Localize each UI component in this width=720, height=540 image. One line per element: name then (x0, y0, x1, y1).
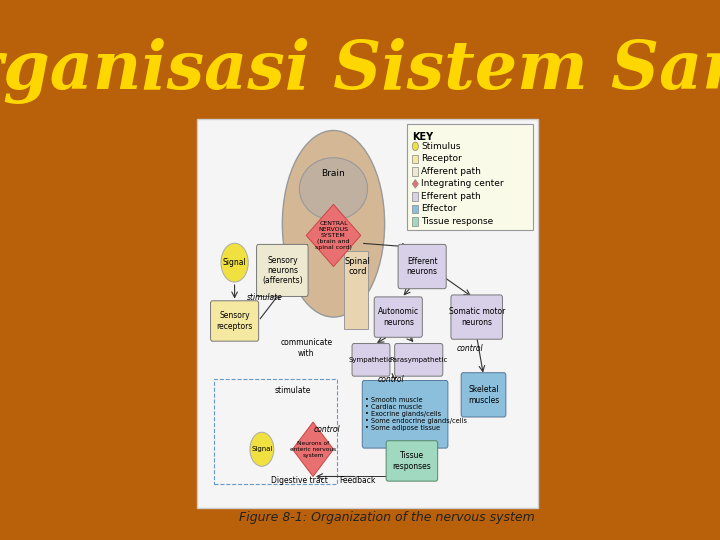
Circle shape (221, 243, 248, 282)
FancyBboxPatch shape (256, 245, 308, 296)
FancyBboxPatch shape (398, 245, 446, 289)
Text: Brain: Brain (322, 168, 346, 178)
FancyBboxPatch shape (451, 295, 503, 339)
FancyBboxPatch shape (352, 343, 390, 376)
Text: Organisasi Sistem Saraf: Organisasi Sistem Saraf (0, 38, 720, 104)
Text: Tissue response: Tissue response (421, 217, 494, 226)
Ellipse shape (300, 158, 368, 220)
FancyBboxPatch shape (413, 167, 418, 176)
Text: communicate
with: communicate with (280, 339, 332, 358)
FancyBboxPatch shape (413, 205, 418, 213)
Text: Sympathetic: Sympathetic (349, 357, 393, 363)
FancyBboxPatch shape (413, 154, 418, 163)
Text: control: control (313, 426, 340, 434)
Text: Somatic motor
neurons: Somatic motor neurons (449, 307, 505, 327)
FancyBboxPatch shape (210, 301, 258, 341)
FancyBboxPatch shape (362, 381, 448, 448)
Text: Stimulus: Stimulus (421, 142, 461, 151)
Text: Sensory
receptors: Sensory receptors (217, 311, 253, 330)
Text: KEY: KEY (413, 132, 433, 142)
FancyBboxPatch shape (461, 373, 506, 417)
FancyBboxPatch shape (413, 192, 418, 201)
Text: control: control (456, 343, 483, 353)
Text: Efferent
neurons: Efferent neurons (407, 257, 438, 276)
Text: Integrating center: Integrating center (421, 179, 504, 188)
Text: Skeletal
muscles: Skeletal muscles (468, 385, 499, 404)
Polygon shape (306, 204, 361, 267)
Text: • Smooth muscle
• Cardiac muscle
• Exocrine glands/cells
• Some endocrine glands: • Smooth muscle • Cardiac muscle • Exocr… (365, 397, 467, 431)
Text: Receptor: Receptor (421, 154, 462, 163)
Text: Signal: Signal (222, 258, 246, 267)
FancyBboxPatch shape (374, 297, 423, 338)
Text: Efferent path: Efferent path (421, 192, 481, 201)
Text: Neurons of
enteric nervous
system: Neurons of enteric nervous system (290, 441, 336, 457)
Text: Figure 8-1: Organization of the nervous system: Figure 8-1: Organization of the nervous … (238, 511, 534, 524)
FancyBboxPatch shape (197, 119, 538, 508)
FancyBboxPatch shape (395, 343, 443, 376)
Ellipse shape (282, 131, 384, 317)
Polygon shape (292, 422, 333, 476)
Text: control: control (378, 375, 405, 384)
Text: Tissue
responses: Tissue responses (392, 451, 431, 471)
Text: stimulate: stimulate (274, 387, 311, 395)
FancyBboxPatch shape (386, 441, 438, 481)
Text: Digestive tract: Digestive tract (271, 476, 328, 485)
Polygon shape (413, 179, 418, 188)
Text: Feedback: Feedback (339, 476, 376, 485)
FancyBboxPatch shape (407, 124, 533, 231)
Text: Autonomic
neurons: Autonomic neurons (378, 307, 419, 327)
FancyBboxPatch shape (413, 217, 418, 226)
Text: stimulate: stimulate (248, 293, 283, 302)
Circle shape (413, 142, 418, 151)
Text: Afferent path: Afferent path (421, 167, 481, 176)
Text: Spinal
cord: Spinal cord (344, 257, 370, 276)
Text: Sensory
neurons
(afferents): Sensory neurons (afferents) (262, 255, 302, 285)
Text: CENTRAL
NERVOUS
SYSTEM
(brain and
spinal cord): CENTRAL NERVOUS SYSTEM (brain and spinal… (315, 221, 352, 249)
Text: Effector: Effector (421, 205, 457, 213)
Text: Parasympathetic: Parasympathetic (390, 357, 448, 363)
FancyBboxPatch shape (343, 251, 368, 329)
Text: Signal: Signal (251, 446, 273, 453)
Circle shape (250, 432, 274, 467)
